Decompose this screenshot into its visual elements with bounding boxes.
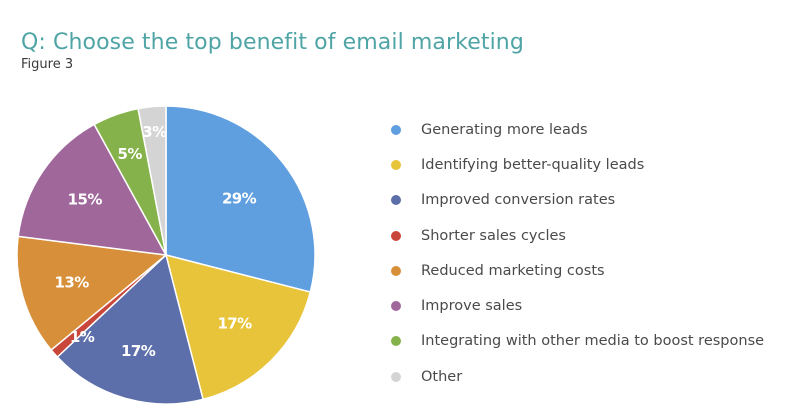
pie-slices	[16, 105, 316, 405]
legend-label: Improved conversion rates	[421, 192, 616, 209]
slice-label: 29%	[222, 189, 257, 207]
slice-label: 3%	[142, 123, 167, 141]
legend-label: Improve sales	[421, 298, 523, 315]
legend-label: Identifying better-quality leads	[421, 156, 645, 173]
legend-swatch	[391, 195, 401, 206]
legend-swatch	[391, 371, 401, 382]
legend-label: Reduced marketing costs	[421, 262, 605, 279]
pie-slice	[56, 253, 204, 405]
pie-slice	[137, 105, 167, 256]
legend-label: Other	[421, 368, 463, 385]
slice-label: 15%	[68, 191, 103, 209]
pie-slice	[165, 105, 316, 293]
legend-item: Improved conversion rates	[388, 183, 788, 218]
legend-swatch	[391, 301, 401, 312]
pie-slice	[16, 235, 168, 352]
legend-item: Identifying better-quality leads	[388, 147, 788, 182]
legend-item: Improve sales	[388, 288, 788, 323]
slice-label: 5%	[118, 145, 143, 163]
legend-item: Other	[388, 359, 788, 394]
pie-labels: 29% 17% 17% 1% 13% 15% 5% 3%	[55, 123, 258, 360]
legend-swatch	[391, 230, 401, 241]
pie-slice	[164, 253, 312, 401]
legend-label: Shorter sales cycles	[421, 227, 566, 244]
legend-swatch	[391, 336, 401, 347]
slice-label: 17%	[121, 342, 156, 360]
legend-swatch	[391, 265, 401, 276]
legend-label: Generating more leads	[421, 121, 588, 138]
legend-item: Reduced marketing costs	[388, 253, 788, 288]
legend: Generating more leads Identifying better-…	[388, 112, 788, 394]
chart-title: Q: Choose the top benefit of email marke…	[21, 30, 524, 55]
slice-label: 17%	[217, 315, 252, 333]
pie-slice	[17, 123, 168, 256]
legend-swatch	[391, 159, 401, 170]
slice-label: 13%	[55, 273, 90, 291]
legend-item: Generating more leads	[388, 112, 788, 147]
legend-swatch	[391, 124, 401, 135]
legend-item: Shorter sales cycles	[388, 218, 788, 253]
legend-item: Integrating with other media to boost re…	[388, 324, 788, 359]
legend-label: Integrating with other media to boost re…	[421, 333, 765, 350]
slice-label: 1%	[70, 328, 95, 346]
chart-subtitle: Figure 3	[21, 57, 74, 72]
